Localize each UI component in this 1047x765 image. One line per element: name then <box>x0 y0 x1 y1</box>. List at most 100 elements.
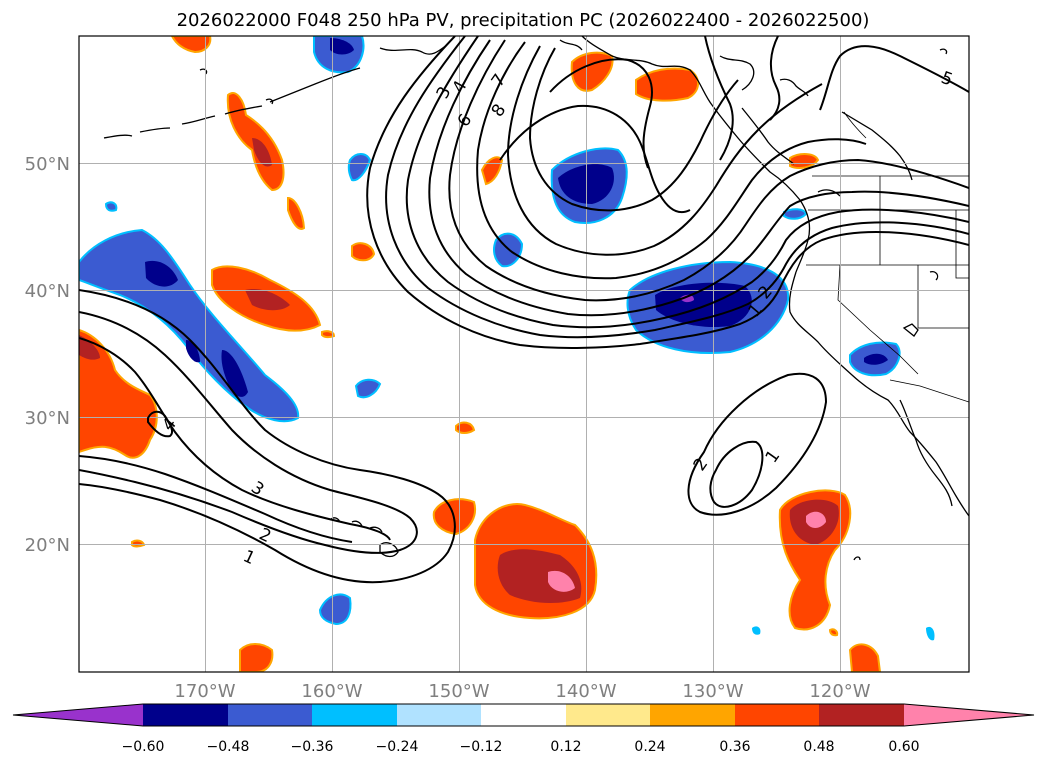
colorbar-swatch <box>312 704 397 726</box>
border-line <box>837 264 919 375</box>
coastline <box>103 134 133 139</box>
precip-region <box>145 260 178 287</box>
pv-contour <box>428 39 969 317</box>
colorbar-label: 0.60 <box>888 739 919 755</box>
precip-region <box>321 330 336 339</box>
colorbar-label: 0.12 <box>550 739 581 755</box>
pv-contour <box>704 36 734 161</box>
coastline <box>224 105 263 115</box>
colorbar-swatch <box>650 704 735 726</box>
precip-region <box>828 628 839 637</box>
border-line <box>843 111 867 139</box>
map-panel: 3 4 6 8 7 5 1 2 2 1 4 3 2 1 <box>79 36 969 672</box>
precip-region <box>783 208 808 220</box>
x-tick-label: 120°W <box>809 681 870 702</box>
precip-region <box>848 643 882 672</box>
pv-contour <box>769 36 781 121</box>
precip-region <box>806 511 826 528</box>
colorbar-swatch <box>735 704 819 726</box>
precip-region <box>548 570 575 592</box>
map-frame <box>78 35 970 673</box>
pv-contour <box>506 45 823 256</box>
precip-region <box>789 153 820 169</box>
y-tick-label: 30°N <box>25 408 70 429</box>
coastline <box>265 98 274 105</box>
pv-contour <box>476 41 867 280</box>
precip-region <box>239 643 274 672</box>
positive-precip-regions <box>79 36 882 672</box>
graticule <box>79 36 969 672</box>
coastline <box>269 67 361 103</box>
pv-contour <box>448 39 969 302</box>
precip-region <box>354 378 382 399</box>
precip-region <box>864 353 888 365</box>
precip-region <box>287 196 306 230</box>
y-tick-label: 40°N <box>25 281 70 302</box>
x-tick-label: 160°W <box>301 681 362 702</box>
coastline <box>902 323 919 337</box>
precip-region <box>655 282 752 328</box>
colorbar-swatch <box>481 704 566 726</box>
coastline <box>741 107 795 165</box>
coastline <box>719 55 755 91</box>
y-tick-label: 20°N <box>25 535 70 556</box>
colorbar-swatches <box>12 703 1035 727</box>
precip-region <box>351 242 376 262</box>
coastline <box>559 39 583 51</box>
pv-contour <box>819 45 969 111</box>
colorbar-label: −0.60 <box>122 739 165 755</box>
precip-region <box>79 335 100 360</box>
colorbar-label: 0.36 <box>719 739 750 755</box>
precip-region <box>558 164 614 204</box>
precip-region <box>926 626 935 641</box>
colorbar: −0.60 −0.48 −0.36 −0.24 −0.12 0.12 0.24 … <box>12 703 1035 755</box>
pv-contour <box>709 440 764 508</box>
colorbar-label: −0.24 <box>376 739 419 755</box>
coastline <box>379 43 449 55</box>
precip-region <box>347 153 372 182</box>
x-tick-label: 150°W <box>428 681 489 702</box>
precip-region <box>455 421 476 434</box>
coastline <box>351 520 363 527</box>
colorbar-swatch <box>397 704 481 726</box>
precip-region <box>480 156 504 186</box>
precip-region <box>680 294 694 303</box>
border-line <box>889 379 969 403</box>
colorbar-label: 0.24 <box>634 739 665 755</box>
coastline <box>788 271 969 517</box>
x-tick-label: 130°W <box>682 681 743 702</box>
pv-contour <box>385 36 969 339</box>
x-axis: 170°W 160°W 150°W 140°W 130°W 120°W <box>174 681 870 702</box>
colorbar-outline <box>12 703 1035 727</box>
colorbar-swatch <box>819 704 904 726</box>
precip-region <box>245 289 290 311</box>
coastline <box>369 526 383 533</box>
coastline <box>181 115 216 125</box>
precip-region <box>170 36 212 54</box>
pv-contour <box>687 372 828 516</box>
coastline <box>929 270 939 281</box>
precip-region <box>252 138 272 167</box>
coastlines <box>103 36 969 561</box>
precip-region <box>570 51 614 92</box>
coastline <box>817 189 841 197</box>
border-line <box>955 210 969 279</box>
y-tick-label: 50°N <box>25 154 70 175</box>
coastline <box>139 127 171 133</box>
x-tick-label: 140°W <box>555 681 616 702</box>
colorbar-label: −0.48 <box>207 739 250 755</box>
colorbar-swatch <box>143 704 228 726</box>
pv-contour <box>405 36 969 329</box>
pv-contour <box>549 58 653 169</box>
pv-contour <box>147 410 174 438</box>
colorbar-swatch <box>228 704 312 726</box>
colorbar-label: −0.12 <box>460 739 503 755</box>
precip-region <box>186 340 200 363</box>
coastline <box>581 36 811 273</box>
x-tick-label: 170°W <box>174 681 235 702</box>
colorbar-swatch <box>566 704 650 726</box>
pv-contour <box>499 104 691 214</box>
coastline <box>853 556 861 561</box>
precip-region <box>752 626 761 635</box>
y-axis: 50°N 40°N 30°N 20°N <box>25 154 70 556</box>
